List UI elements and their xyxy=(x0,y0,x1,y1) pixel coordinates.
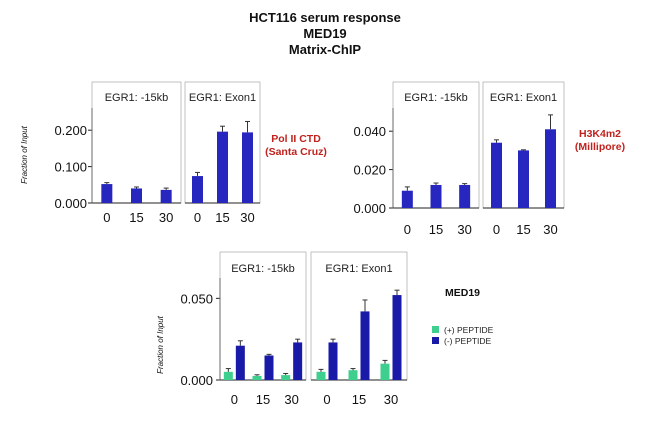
chart-annotation: H3K4m2 xyxy=(579,128,621,140)
x-tick-label: 30 xyxy=(284,392,298,407)
bar xyxy=(242,132,253,203)
chart-annotation: MED19 xyxy=(445,287,480,299)
bar-minus-peptide xyxy=(293,342,303,380)
y-axis-label: Fraction of Input xyxy=(20,125,29,184)
y-tick-label: 0.040 xyxy=(353,124,386,139)
x-tick-label: 0 xyxy=(194,210,201,225)
legend-label: (+) PEPTIDE xyxy=(444,325,494,335)
bar-minus-peptide xyxy=(360,311,370,380)
panel-label: EGR1: -15kb xyxy=(231,263,295,275)
x-tick-label: 0 xyxy=(323,392,330,407)
x-tick-label: 15 xyxy=(215,210,229,225)
bar xyxy=(160,189,172,203)
legend-swatch xyxy=(432,337,439,344)
x-tick-label: 30 xyxy=(543,222,557,237)
title-line-1: HCT116 serum response xyxy=(249,10,401,25)
chart-annotation: (Santa Cruz) xyxy=(265,146,327,158)
bar-plus-peptide xyxy=(380,363,390,380)
x-tick-label: 15 xyxy=(352,392,366,407)
bar-minus-peptide xyxy=(328,342,338,380)
bar xyxy=(192,176,203,203)
legend-label: (-) PEPTIDE xyxy=(444,336,492,346)
y-tick-label: 0.200 xyxy=(54,123,87,138)
x-tick-label: 15 xyxy=(129,210,143,225)
title-line-3: Matrix-ChIP xyxy=(288,42,362,57)
x-tick-label: 30 xyxy=(457,222,471,237)
x-tick-label: 0 xyxy=(231,392,238,407)
panel-label: EGR1: Exon1 xyxy=(189,92,256,104)
bar xyxy=(217,131,228,203)
bar-plus-peptide xyxy=(316,371,326,380)
figure-title: HCT116 serum response MED19 Matrix-ChIP xyxy=(0,10,650,58)
y-axis-label: Fraction of Input xyxy=(156,315,165,374)
y-tick-label: 0.000 xyxy=(54,196,87,211)
bar xyxy=(401,190,413,208)
bar xyxy=(518,150,529,208)
x-tick-label: 15 xyxy=(429,222,443,237)
y-tick-label: 0.100 xyxy=(54,160,87,175)
bar-plus-peptide xyxy=(223,371,233,380)
bar-minus-peptide xyxy=(392,295,402,380)
panel-label: EGR1: Exon1 xyxy=(325,263,392,275)
panel-label: EGR1: -15kb xyxy=(105,92,169,104)
bar xyxy=(491,142,502,208)
bar xyxy=(430,184,442,208)
x-tick-label: 0 xyxy=(103,210,110,225)
x-tick-label: 30 xyxy=(384,392,398,407)
x-tick-label: 15 xyxy=(516,222,530,237)
bar-minus-peptide xyxy=(264,355,274,380)
y-tick-label: 0.050 xyxy=(180,291,213,306)
bar-plus-peptide xyxy=(281,375,291,380)
y-tick-label: 0.000 xyxy=(180,373,213,388)
bar xyxy=(459,184,471,208)
x-tick-label: 30 xyxy=(240,210,254,225)
bar-minus-peptide xyxy=(235,345,245,380)
panel-label: EGR1: -15kb xyxy=(404,92,468,104)
y-tick-label: 0.020 xyxy=(353,163,386,178)
x-tick-label: 0 xyxy=(493,222,500,237)
bar xyxy=(101,184,113,203)
bar-plus-peptide xyxy=(252,375,262,380)
legend-swatch xyxy=(432,326,439,333)
y-tick-label: 0.000 xyxy=(353,201,386,216)
bar xyxy=(131,188,142,203)
chart-annotation: (Millipore) xyxy=(575,141,625,153)
title-line-2: MED19 xyxy=(303,26,347,41)
bar xyxy=(545,129,556,208)
panel-label: EGR1: Exon1 xyxy=(490,92,557,104)
chart-annotation: Pol II CTD xyxy=(271,133,321,145)
x-tick-label: 0 xyxy=(404,222,411,237)
x-tick-label: 30 xyxy=(159,210,173,225)
x-tick-label: 15 xyxy=(256,392,270,407)
bar-plus-peptide xyxy=(348,370,358,380)
